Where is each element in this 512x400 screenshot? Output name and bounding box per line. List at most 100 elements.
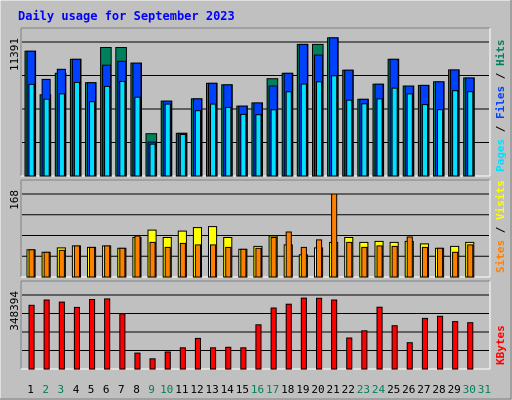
bar-kbytes-30 (467, 322, 474, 370)
bar-pages-11 (179, 134, 186, 177)
bar-pages-24 (376, 98, 383, 177)
day-label-20: 20 (311, 383, 324, 396)
series-pages (28, 75, 474, 177)
legend-sites: Sites (494, 240, 507, 273)
bar-pages-26 (406, 93, 413, 177)
bar-kbytes-5 (89, 299, 96, 370)
bar-kbytes-23 (361, 330, 368, 370)
day-label-24: 24 (372, 383, 386, 396)
y-max-label: 11391 (8, 38, 21, 71)
day-label-4: 4 (73, 383, 80, 396)
bar-kbytes-28 (437, 315, 444, 370)
bar-sites-21 (331, 193, 338, 278)
bar-kbytes-4 (73, 306, 81, 370)
bar-kbytes-29 (452, 321, 459, 370)
bar-sites-22 (346, 241, 353, 278)
bar-pages-25 (391, 87, 398, 177)
legend-files: Files (494, 86, 507, 119)
bar-kbytes-12 (194, 337, 201, 370)
legend-hits: Pages / Files / Hits (494, 40, 507, 173)
bar-sites-14 (225, 246, 232, 278)
day-label-22: 22 (342, 383, 355, 396)
legend-hits: Hits (494, 40, 507, 67)
bar-sites-17 (270, 237, 277, 278)
bar-pages-13 (210, 103, 217, 177)
panel-kbytes: 348394 KBytes (8, 280, 507, 370)
day-label-6: 6 (103, 383, 110, 396)
bar-pages-18 (285, 91, 292, 177)
legend-separator: / (494, 119, 507, 139)
bar-sites-4 (73, 245, 81, 278)
day-label-28: 28 (432, 383, 445, 396)
bar-pages-12 (194, 110, 201, 177)
bar-pages-30 (467, 91, 474, 177)
bar-pages-3 (58, 93, 65, 177)
day-label-5: 5 (88, 383, 95, 396)
bar-sites-28 (437, 247, 444, 278)
bar-kbytes-22 (346, 337, 353, 370)
day-label-11: 11 (175, 383, 188, 396)
series-sites (28, 193, 474, 278)
bar-kbytes-16 (255, 324, 262, 370)
legend-visits: Visits (494, 180, 507, 220)
day-label-1: 1 (27, 383, 34, 396)
day-label-15: 15 (236, 383, 249, 396)
bar-pages-29 (452, 90, 459, 177)
day-label-14: 14 (221, 383, 235, 396)
day-label-12: 12 (190, 383, 203, 396)
bar-sites-6 (104, 245, 111, 278)
bar-pages-23 (361, 103, 368, 177)
bar-pages-27 (421, 104, 428, 177)
bar-sites-10 (164, 246, 171, 278)
series-kbytes (28, 297, 474, 370)
chart-panels: 11391 Pages / Files / Hits 168 Sites / Visi… (8, 27, 507, 370)
y-max-label: 348394 (8, 291, 21, 331)
day-label-2: 2 (42, 383, 49, 396)
day-label-25: 25 (387, 383, 400, 396)
bar-pages-6 (104, 85, 111, 177)
bar-kbytes-13 (210, 347, 217, 370)
bar-pages-7 (119, 80, 126, 177)
bar-pages-17 (270, 109, 277, 177)
bar-pages-8 (134, 96, 141, 177)
bar-sites-16 (255, 247, 262, 278)
bar-pages-20 (316, 81, 323, 177)
day-label-26: 26 (402, 383, 415, 396)
bar-pages-28 (437, 109, 444, 177)
bar-sites-23 (361, 246, 368, 278)
bar-sites-29 (452, 251, 459, 278)
bar-sites-26 (406, 236, 413, 278)
day-label-31: 31 (478, 383, 491, 396)
day-labels: 1 2 3 4 5 6 7 8 9 10 11 12 13 14 15 16 17 18 19 20 21 22 23 24 2… (27, 383, 491, 396)
bar-pages-10 (164, 103, 171, 177)
day-label-17: 17 (266, 383, 279, 396)
day-label-29: 29 (448, 383, 461, 396)
legend-visits: Sites / Visits (494, 180, 507, 273)
bar-sites-8 (134, 235, 141, 278)
bar-pages-22 (346, 99, 353, 177)
bar-kbytes-18 (285, 303, 292, 370)
legend-separator: / (494, 220, 507, 240)
bar-sites-27 (421, 246, 428, 278)
legend-kbytes: KBytes (494, 325, 507, 365)
day-label-18: 18 (281, 383, 294, 396)
bar-kbytes-9 (149, 358, 156, 370)
day-label-21: 21 (326, 383, 339, 396)
bar-sites-1 (28, 249, 35, 278)
day-label-3: 3 (57, 383, 64, 396)
bar-sites-9 (149, 241, 156, 278)
day-label-10: 10 (160, 383, 173, 396)
panel-visits: 168 Sites / Visits (8, 179, 507, 278)
bar-sites-5 (89, 246, 96, 278)
bar-sites-13 (210, 244, 217, 278)
bar-sites-19 (300, 246, 307, 278)
bar-pages-16 (255, 114, 262, 177)
bar-kbytes-19 (300, 297, 307, 370)
bar-sites-3 (58, 249, 65, 278)
bar-kbytes-3 (58, 301, 65, 370)
day-label-30: 30 (463, 383, 476, 396)
bar-kbytes-8 (134, 352, 141, 370)
bar-sites-7 (119, 247, 126, 278)
bar-kbytes-27 (421, 317, 428, 370)
